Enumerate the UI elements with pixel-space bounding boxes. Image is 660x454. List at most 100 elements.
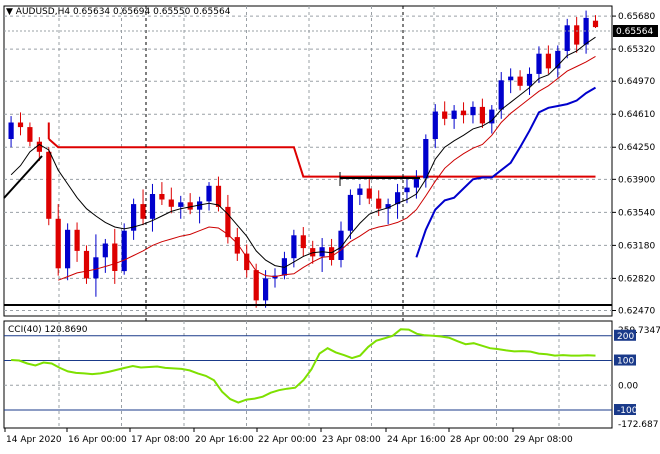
candle-body <box>423 139 429 179</box>
candle-body <box>574 25 580 45</box>
candle-body <box>545 53 551 69</box>
cci-level-lines <box>4 335 612 411</box>
candle-body <box>102 243 108 258</box>
indicator-tick-label: 259.7347 <box>618 326 660 336</box>
candle-body <box>168 199 174 207</box>
level-tag <box>614 354 636 366</box>
trend-line[interactable] <box>3 155 43 199</box>
candle-body <box>470 106 476 116</box>
dropdown-triangle-icon[interactable]: ▼ <box>6 7 13 17</box>
price-tick-label: 0.65320 <box>618 45 655 55</box>
candle-body <box>366 188 372 199</box>
candle-body <box>197 201 203 210</box>
candle-body <box>376 198 382 209</box>
candle-body <box>357 188 363 195</box>
candle-body <box>442 111 448 119</box>
candle-body <box>555 50 561 69</box>
candle-body <box>93 257 99 279</box>
candle-body <box>460 110 467 116</box>
candle-body <box>187 202 193 210</box>
candles <box>8 10 599 308</box>
time-tick-label: 23 Apr 08:00 <box>322 435 381 445</box>
candle-body <box>215 185 222 207</box>
candle-body <box>46 151 52 219</box>
candle-body <box>159 194 165 200</box>
lower-band-line <box>415 86 597 258</box>
candle-body <box>140 204 146 219</box>
indicator-grid <box>4 321 612 428</box>
indicator-tick-label: 0.00 <box>618 381 638 391</box>
candle-body <box>65 229 71 269</box>
candle-body <box>36 141 42 152</box>
candle-body <box>517 76 523 86</box>
chart-header: ▼ AUDUSD,H4 0.65634 0.65694 0.65550 0.65… <box>6 7 230 17</box>
price-tick-label: 0.64970 <box>618 77 655 87</box>
candle-body <box>498 80 504 110</box>
slow-ma-line <box>58 55 596 281</box>
level-tag <box>614 404 636 416</box>
time-tick-label: 20 Apr 16:00 <box>195 435 254 445</box>
close-value: 0.65564 <box>193 7 231 17</box>
candle-body <box>234 237 240 254</box>
current-price-label: 0.65564 <box>616 27 653 37</box>
price-tick-label: 0.62470 <box>618 306 655 316</box>
candle-body <box>8 122 14 139</box>
candle-body <box>225 206 231 238</box>
candle-body <box>121 230 127 272</box>
indicator-tick-label: 100 <box>617 357 634 367</box>
candle-body <box>149 194 156 219</box>
time-tick-label: 14 Apr 2020 <box>6 435 62 445</box>
candle-body <box>83 250 90 279</box>
candle-body <box>55 218 61 269</box>
candle-body <box>508 76 514 81</box>
candle-body <box>489 109 495 124</box>
indicator-tick-label: -172.687 <box>618 420 658 430</box>
candle-body <box>536 53 542 74</box>
time-tick-label: 22 Apr 00:00 <box>258 435 317 445</box>
open-value: 0.65634 <box>72 7 111 17</box>
candle-body <box>27 127 33 142</box>
candle-body <box>178 202 184 207</box>
time-tick-label: 17 Apr 08:00 <box>131 435 190 445</box>
current-price-tag <box>613 25 658 37</box>
fast-ma-line <box>10 36 596 268</box>
time-tick-label: 29 Apr 08:00 <box>514 435 573 445</box>
price-tick-label: 0.64610 <box>618 110 655 120</box>
candle-body <box>479 106 485 124</box>
indicator-tick-label: 200 <box>617 332 634 342</box>
price-tick-label: 0.64250 <box>618 143 655 153</box>
high-value: 0.65694 <box>113 7 151 17</box>
candle-body <box>206 185 212 202</box>
price-tick-label: 0.62820 <box>618 274 655 284</box>
candle-body <box>385 204 391 209</box>
candle-body <box>300 235 306 249</box>
time-tick-label: 28 Apr 00:00 <box>450 435 509 445</box>
price-axis[interactable]: 0.65680 0.65320 0.64970 0.64610 0.64250 0.639… <box>612 12 655 316</box>
level-tag <box>614 329 636 341</box>
price-tick-label: 0.63900 <box>618 175 655 185</box>
candle-body <box>329 247 335 260</box>
candle-body <box>451 110 457 119</box>
candle-body <box>338 230 344 260</box>
candle-body <box>131 204 137 231</box>
candle-body <box>413 178 419 188</box>
candle-body <box>564 25 570 51</box>
candle-body <box>583 17 589 45</box>
candle-body <box>74 229 80 251</box>
indicator-label: CCI(40) 120.8690 <box>8 325 88 335</box>
price-tick-label: 0.65680 <box>618 12 655 22</box>
indicator-tick-label: -100 <box>617 406 638 416</box>
price-tick-label: 0.63180 <box>618 241 655 251</box>
candle-body <box>291 235 297 259</box>
upper-band-line <box>48 138 596 178</box>
band-lines <box>47 86 597 258</box>
candle-body <box>432 111 438 139</box>
time-axis[interactable]: 14 Apr 2020 16 Apr 00:00 17 Apr 08:00 20 Ap… <box>4 428 573 445</box>
candle-body <box>526 73 533 86</box>
candle-body <box>592 20 599 28</box>
low-value: 0.65550 <box>153 7 191 17</box>
price-tick-label: 0.63540 <box>618 208 655 218</box>
